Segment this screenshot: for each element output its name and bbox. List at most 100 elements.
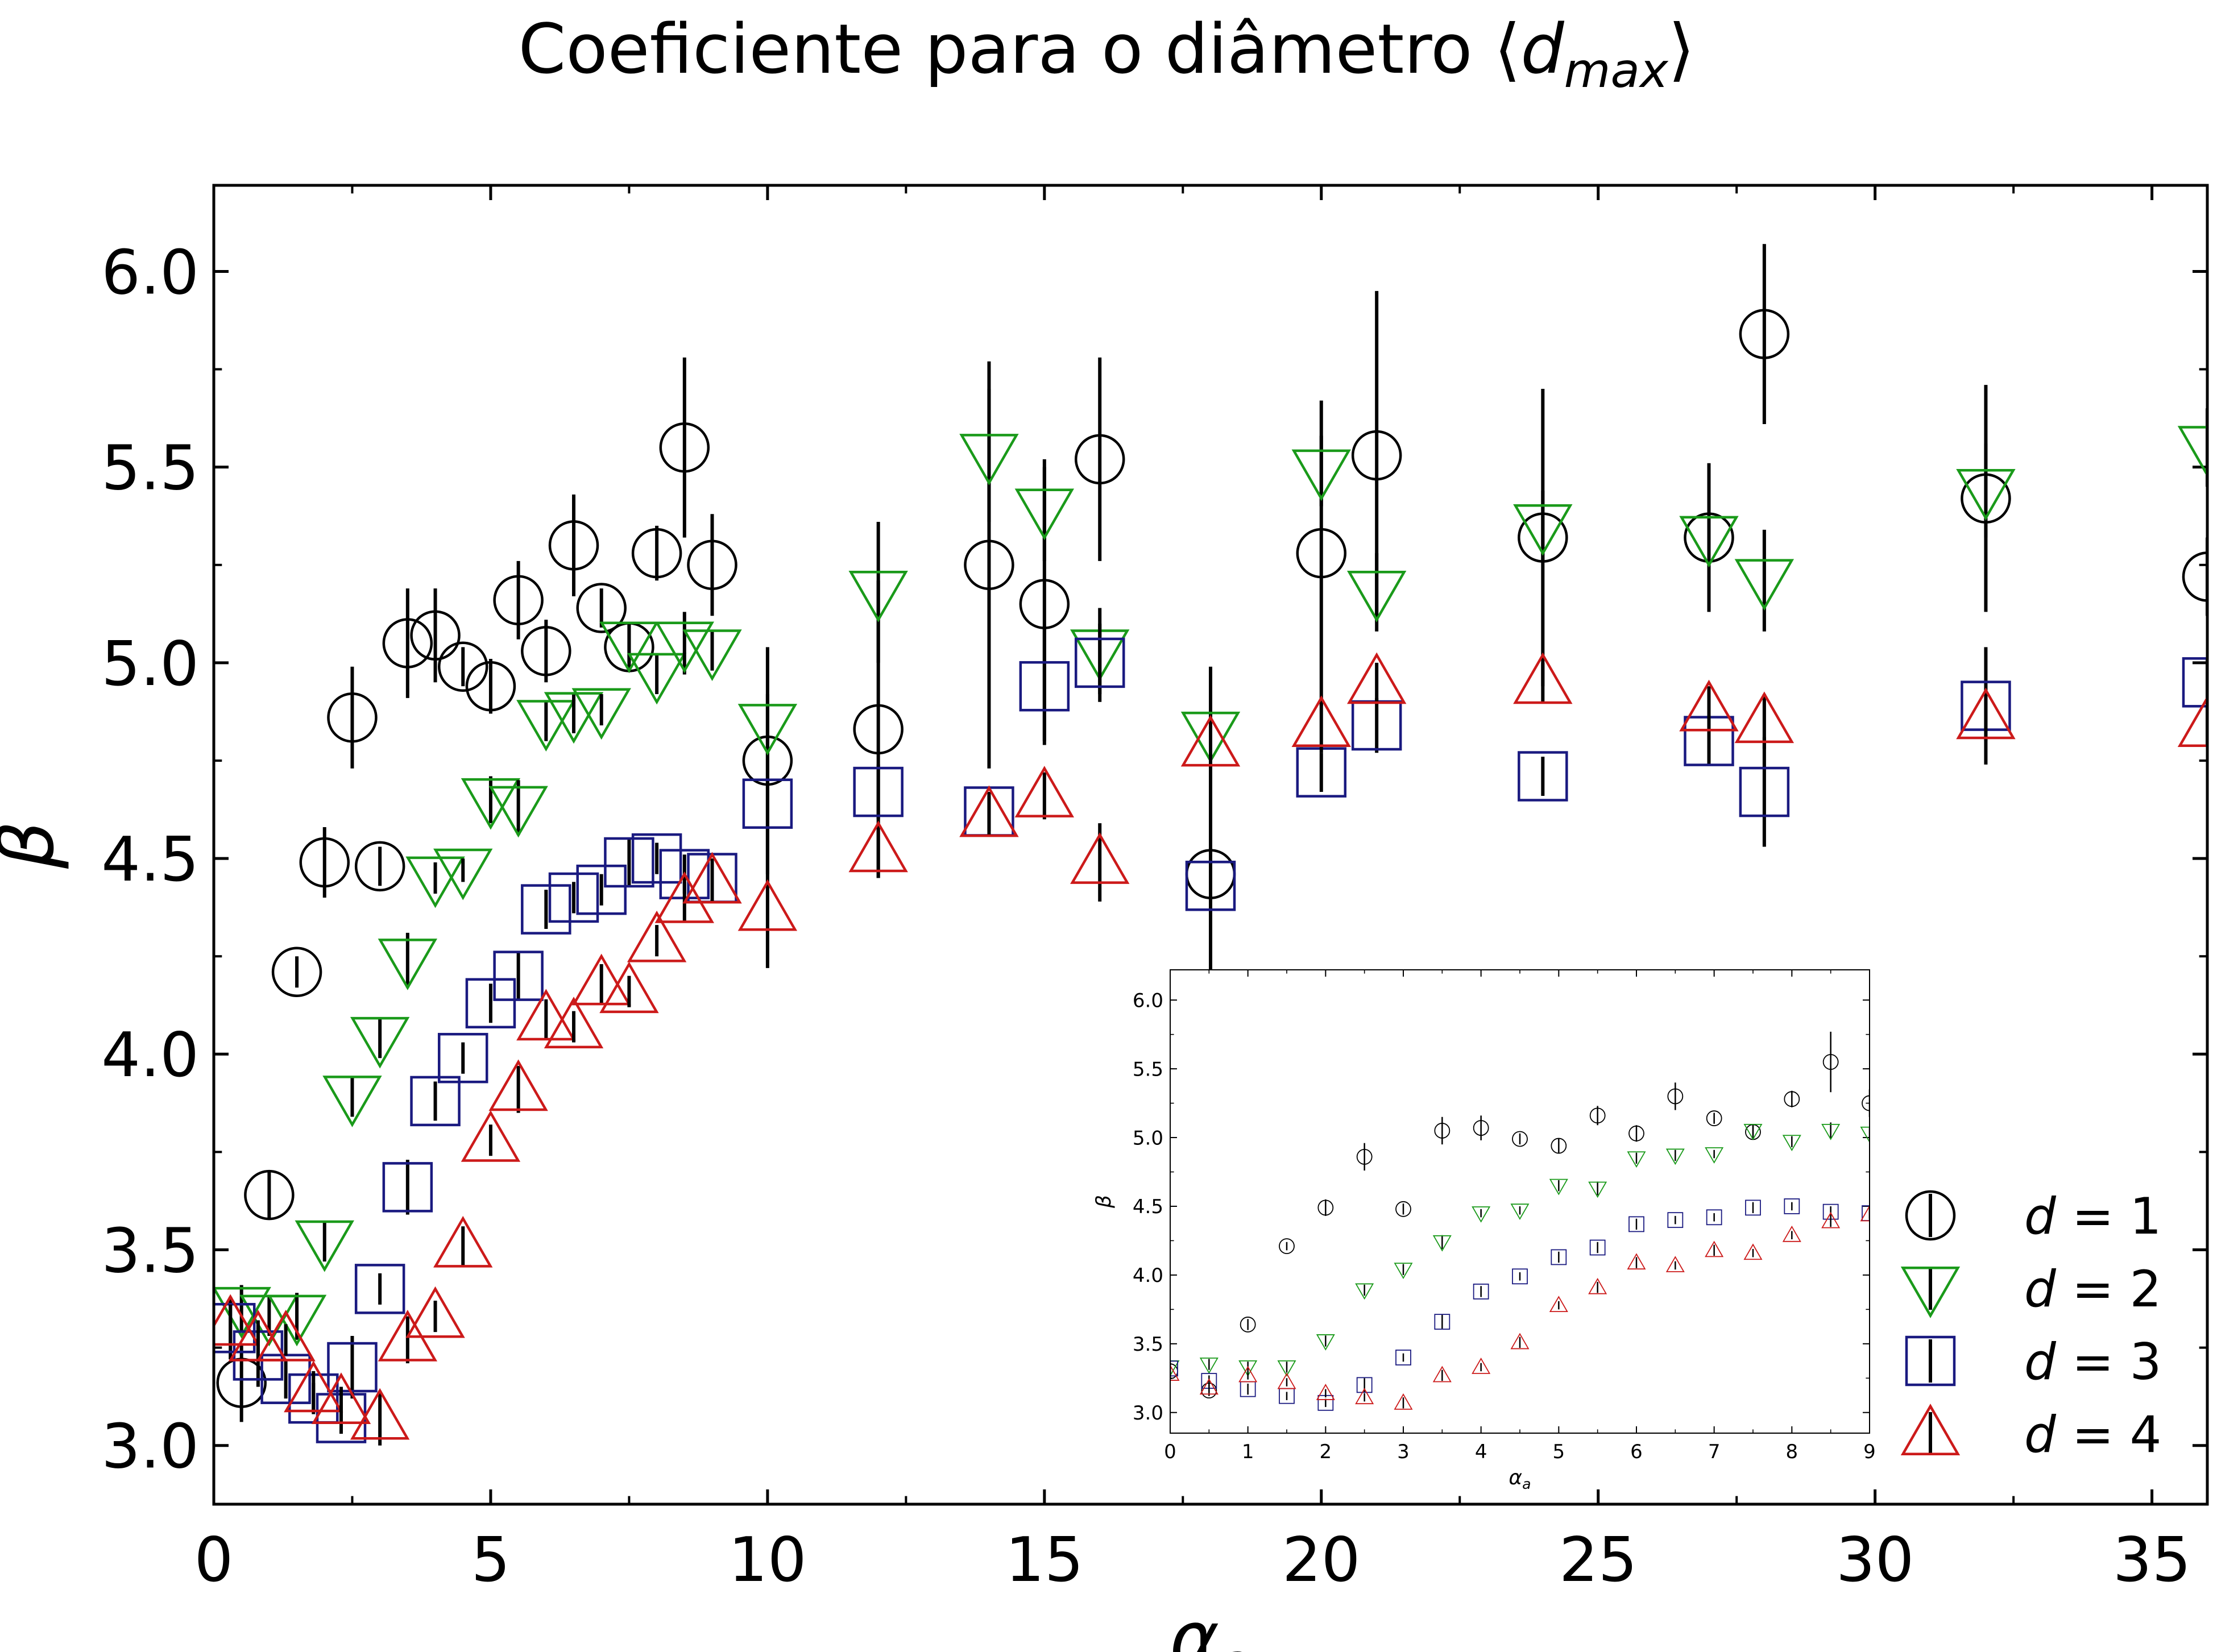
main-point-d4	[405, 1286, 465, 1338]
inset-point-d3	[1706, 1209, 1722, 1226]
main-point-d1	[659, 422, 710, 473]
inset-point-d4	[1627, 1253, 1646, 1270]
main-point-d3	[493, 950, 544, 1001]
main-point-d1	[438, 641, 488, 692]
main-point-d3	[1074, 637, 1125, 688]
chart-title-sub: max	[1564, 43, 1668, 98]
inset-point-d1	[1434, 1123, 1451, 1139]
inset-point-d3	[1745, 1199, 1761, 1216]
inset-point-d4	[1170, 1364, 1180, 1381]
inset-x-tick-label: 3	[1397, 1441, 1410, 1463]
inset-point-d1	[1784, 1091, 1800, 1107]
inset-point-d1	[1667, 1088, 1684, 1105]
legend-label-value: = 1	[2056, 1187, 2162, 1246]
main-point-d3	[327, 1342, 378, 1393]
inset-x-tick-label: 8	[1786, 1441, 1798, 1463]
main-point-d2	[295, 1220, 354, 1272]
chart-title-main: Coeficiente para o diâmetro ⟨	[518, 10, 1521, 89]
inset-point-d2	[1665, 1148, 1685, 1165]
main-point-d4	[516, 989, 576, 1041]
inset-series-d4	[1170, 1205, 1870, 1410]
inset-point-d2	[1170, 1360, 1180, 1377]
main-point-d4	[1513, 652, 1573, 704]
inset-point-d4	[1821, 1211, 1841, 1228]
main-y-tick-label: 4.5	[101, 824, 199, 895]
main-x-axis-label-main: α	[1170, 1595, 1219, 1652]
main-point-d4	[544, 997, 604, 1049]
main-point-d3	[631, 833, 682, 884]
main-x-axis-label: αa	[1170, 1595, 1251, 1652]
main-point-d1	[465, 661, 516, 712]
inset-point-d3	[1356, 1377, 1373, 1393]
main-point-d2	[1956, 469, 2016, 521]
main-point-d1	[327, 692, 378, 743]
main-x-tick-label: 30	[1836, 1525, 1914, 1596]
legend-label-var: d	[2024, 1260, 2057, 1318]
main-point-d4	[1180, 715, 1241, 767]
inset-point-d2	[1821, 1124, 1841, 1140]
main-point-d4	[2177, 695, 2207, 747]
inset-y-tick-label: 6.0	[1133, 989, 1163, 1012]
inset-point-d1	[1628, 1125, 1644, 1142]
inset-point-d1	[1240, 1317, 1256, 1333]
main-point-d2	[461, 778, 521, 830]
main-point-d3	[853, 766, 904, 817]
main-y-tick-label: 6.0	[101, 237, 199, 308]
main-point-d2	[654, 621, 714, 674]
inset-point-d2	[1355, 1283, 1374, 1300]
main-point-d1	[576, 583, 627, 633]
inset-point-d3	[1170, 1360, 1178, 1377]
main-point-d4	[627, 910, 687, 962]
inset-point-d2	[1782, 1135, 1801, 1152]
main-point-d3	[382, 1162, 433, 1213]
main-point-d2	[350, 1016, 410, 1069]
inset-point-d2	[1472, 1206, 1491, 1223]
inset-y-tick-label: 5.5	[1133, 1058, 1163, 1081]
inset-x-axis-label-main: α	[1509, 1466, 1522, 1489]
main-point-d2	[322, 1076, 382, 1127]
main-point-d4	[1679, 679, 1739, 732]
legend-label-var: d	[2024, 1333, 2057, 1391]
inset-point-d2	[1743, 1124, 1763, 1140]
inset-point-d1	[1551, 1138, 1567, 1154]
inset-x-axis-label-sub: a	[1522, 1476, 1531, 1492]
legend-label-d4: d = 4	[2024, 1405, 2162, 1464]
inset-x-tick-label: 6	[1630, 1441, 1643, 1463]
main-point-d1	[493, 575, 544, 625]
inset-x-tick-label: 7	[1708, 1441, 1721, 1463]
legend-marker-d3	[1905, 1335, 1956, 1387]
inset-point-d1	[1317, 1199, 1334, 1216]
main-y-tick-label: 5.5	[101, 433, 199, 504]
inset-point-d1	[1279, 1238, 1295, 1254]
main-point-d2	[1513, 504, 1573, 556]
main-point-d3	[1019, 661, 1070, 712]
inset-point-d4	[1355, 1388, 1374, 1405]
main-point-d4	[461, 1110, 521, 1162]
inset-point-d2	[1394, 1263, 1413, 1279]
main-point-d2	[1014, 488, 1075, 541]
inset-x-axis-label: αa	[1509, 1466, 1531, 1492]
main-point-d4	[1014, 766, 1075, 817]
legend-label-d1: d = 1	[2024, 1187, 2162, 1246]
inset-point-d3	[1551, 1249, 1567, 1265]
inset-point-d3	[1395, 1350, 1411, 1365]
main-point-d1	[1074, 434, 1125, 485]
main-data-group	[214, 244, 2207, 1446]
main-series-d4	[214, 652, 2207, 1446]
main-point-d3	[742, 778, 793, 829]
inset-point-d4	[1549, 1296, 1568, 1313]
inset-y-tick-label: 5.0	[1133, 1127, 1163, 1149]
main-point-d2	[516, 700, 576, 752]
main-point-d3	[354, 1264, 405, 1314]
main-point-d4	[350, 1388, 410, 1440]
main-point-d3	[214, 1302, 256, 1354]
main-point-d2	[848, 571, 908, 622]
main-point-d4	[1070, 832, 1130, 884]
inset-x-tick-label: 1	[1242, 1441, 1254, 1463]
main-x-tick-label: 20	[1282, 1525, 1360, 1596]
inset-data-group	[1170, 1031, 1870, 1411]
main-point-d1	[382, 618, 433, 669]
inset-point-d3	[1473, 1284, 1489, 1300]
main-x-tick-label: 35	[2113, 1525, 2191, 1596]
